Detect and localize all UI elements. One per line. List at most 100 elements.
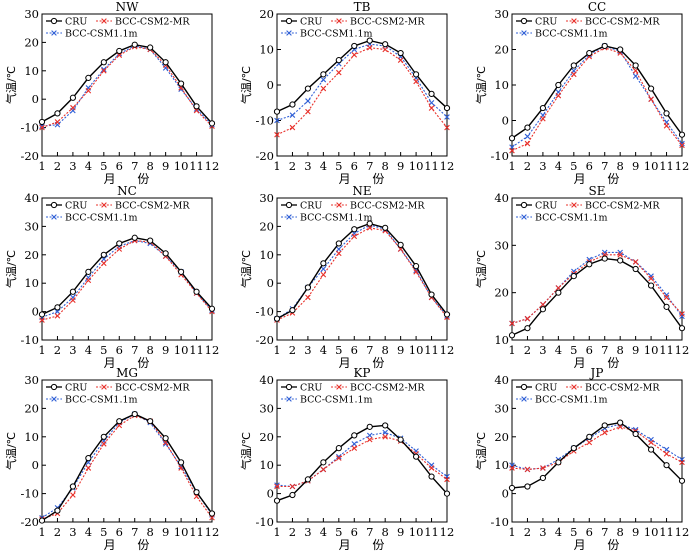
- x-tick-label: 8: [382, 525, 389, 539]
- data-point-cru: [351, 42, 358, 50]
- x-tick-label: 2: [289, 159, 296, 173]
- data-point-cru: [131, 41, 138, 48]
- x-tick-label: 3: [69, 343, 76, 357]
- y-tick-label: 30: [24, 219, 39, 233]
- plot-frame: [511, 197, 683, 341]
- legend-label-bcc-csm1-1m: BCC-CSM1.1m: [300, 395, 373, 406]
- legend-label-bcc-csm2-mr: BCC-CSM2-MR: [115, 17, 190, 28]
- legend-label-cru: CRU: [65, 201, 87, 212]
- data-point-bcc-csm2-mr: [305, 108, 311, 115]
- y-axis-label: 气温/℃: [4, 250, 18, 288]
- y-tick-label: 20: [24, 401, 39, 415]
- legend-label-cru: CRU: [535, 383, 557, 394]
- data-point-cru: [208, 305, 216, 312]
- legend-marker-bcc-csm1-1m: [286, 214, 292, 220]
- y-tick-label: -10: [255, 515, 274, 529]
- data-point-bcc-csm2-mr: [54, 313, 61, 319]
- series-line-bcc-csm1-1m: [511, 251, 683, 324]
- plot-frame: [41, 197, 213, 341]
- y-axis-label: 气温/℃: [4, 66, 18, 104]
- y-tick-label: 40: [259, 373, 274, 387]
- series-line-bcc-csm2-mr: [511, 47, 683, 152]
- y-tick-label: 10: [24, 430, 39, 444]
- data-point-cru: [443, 490, 451, 497]
- series-line-bcc-csm2-mr: [277, 436, 448, 488]
- x-tick-label: 8: [147, 343, 154, 357]
- data-point-cru: [539, 306, 547, 313]
- legend-marker-bcc-csm1-1m: [521, 214, 527, 220]
- data-point-cru: [289, 307, 296, 314]
- legend-marker-bcc-csm2-mr: [336, 18, 342, 24]
- data-point-bcc-csm1-1m: [663, 446, 670, 453]
- legend-marker-bcc-csm2-mr: [571, 384, 577, 390]
- y-tick-label: 30: [494, 401, 509, 415]
- data-point-bcc-csm2-mr: [351, 52, 358, 58]
- data-point-bcc-csm2-mr: [540, 301, 546, 308]
- x-tick-label: 4: [85, 343, 92, 357]
- data-point-bcc-csm2-mr: [70, 297, 76, 304]
- x-tick-label: 12: [440, 343, 455, 357]
- data-point-cru: [131, 234, 138, 241]
- y-tick-label: 40: [24, 191, 39, 205]
- data-point-cru: [85, 74, 92, 82]
- data-point-bcc-csm1-1m: [336, 246, 342, 252]
- x-tick-label: 4: [555, 343, 562, 357]
- data-point-bcc-csm2-mr: [679, 142, 685, 149]
- data-point-bcc-csm1-1m: [274, 117, 280, 124]
- series-line-cru: [276, 39, 448, 113]
- data-point-bcc-csm2-mr: [509, 465, 515, 471]
- legend-marker-bcc-csm1-1m: [51, 214, 57, 220]
- data-point-bcc-csm2-mr: [648, 275, 654, 282]
- x-tick-label: 10: [409, 525, 424, 539]
- series-line-bcc-csm2-mr: [276, 47, 448, 136]
- y-tick-label: 0: [32, 92, 39, 106]
- x-tick-label: 8: [382, 343, 389, 357]
- data-point-bcc-csm1-1m: [632, 426, 639, 433]
- data-point-bcc-csm2-mr: [663, 294, 670, 301]
- x-tick-label: 12: [205, 159, 220, 173]
- x-tick-label: 1: [38, 343, 45, 357]
- series-line-cru: [276, 424, 448, 502]
- x-tick-label: 8: [147, 159, 154, 173]
- data-point-bcc-csm2-mr: [648, 439, 654, 446]
- data-point-bcc-csm2-mr: [116, 422, 123, 429]
- data-point-cru: [678, 325, 686, 332]
- data-point-bcc-csm2-mr: [555, 285, 562, 291]
- data-point-cru: [570, 445, 577, 452]
- y-tick-label: -20: [20, 515, 39, 529]
- data-point-bcc-csm2-mr: [428, 105, 435, 111]
- x-tick-label: 1: [508, 159, 515, 173]
- data-point-bcc-csm2-mr: [444, 124, 450, 131]
- data-point-cru: [69, 288, 77, 295]
- y-tick-label: 10: [24, 276, 39, 290]
- x-tick-label: 6: [586, 525, 593, 539]
- series-line-bcc-csm1-1m: [511, 45, 683, 148]
- data-point-bcc-csm2-mr: [617, 252, 623, 258]
- y-tick-label: -10: [490, 149, 509, 163]
- legend-marker-bcc-csm1-1m: [51, 396, 57, 402]
- data-point-cru: [193, 489, 200, 496]
- data-point-cru: [273, 108, 281, 115]
- x-tick-label: 4: [320, 525, 327, 539]
- x-tick-label: 6: [351, 343, 358, 357]
- x-tick-label: 7: [601, 159, 608, 173]
- y-tick-label: 30: [494, 238, 509, 252]
- data-point-bcc-csm2-mr: [632, 259, 639, 265]
- plot-frame: [276, 197, 448, 341]
- data-point-cru: [335, 445, 342, 452]
- x-tick-label: 5: [100, 159, 107, 173]
- legend-label-bcc-csm1-1m: BCC-CSM1.1m: [300, 29, 373, 40]
- y-tick-label: -10: [20, 333, 39, 347]
- x-tick-label: 8: [617, 343, 624, 357]
- data-point-cru: [351, 432, 358, 439]
- panel-title: SE: [589, 184, 606, 198]
- data-point-cru: [412, 71, 420, 78]
- y-tick-label: -20: [255, 149, 274, 163]
- data-point-bcc-csm2-mr: [116, 246, 123, 252]
- data-point-cru: [443, 104, 451, 112]
- y-tick-label: 0: [502, 487, 509, 501]
- y-tick-label: 40: [494, 373, 509, 387]
- data-point-cru: [382, 41, 389, 48]
- y-tick-label: 0: [32, 305, 39, 319]
